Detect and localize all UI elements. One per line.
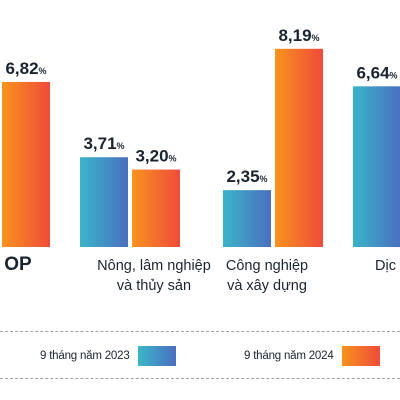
category-label-3: Dịc	[375, 258, 396, 274]
legend-item-2024: 9 tháng năm 2024	[244, 346, 380, 366]
bar-chart: 3,71% 2,35% 6,64% 6,82% 3,20% 8,19% OP Nông, l…	[2, 26, 400, 294]
value-label-2023-cat-3: 6,64%	[356, 63, 397, 82]
legend-item-2023: 9 tháng năm 2023	[40, 346, 176, 366]
legend-swatch-2024	[341, 346, 380, 366]
value-label-2024-cat-1: 3,20%	[135, 147, 176, 166]
legend-label-2023: 9 tháng năm 2023	[40, 350, 130, 362]
value-label-2023-cat-1: 3,71%	[83, 134, 124, 153]
legend: 9 tháng năm 2023 9 tháng năm 2024	[0, 331, 400, 379]
legend-label-2024: 9 tháng năm 2024	[244, 350, 334, 362]
category-label-1: Nông, lâm nghiệp và thủy sản	[97, 258, 211, 294]
value-label-2024-cat-2: 8,19%	[278, 26, 319, 45]
category-label-0: OP	[4, 254, 32, 275]
category-label-2: Công nghiệp và xây dựng	[226, 258, 308, 294]
bar-2023-cat-3	[353, 86, 400, 247]
bar-2024-cat-1	[132, 169, 180, 247]
bar-2023-cat-1	[80, 157, 128, 247]
bar-2024-cat-2	[275, 48, 323, 247]
bar-2023-cat-2	[223, 190, 271, 247]
bar-2024-cat-0	[2, 81, 50, 248]
value-label-2024-cat-0: 6,82%	[5, 59, 46, 78]
value-label-2023-cat-2: 2,35%	[226, 167, 267, 186]
legend-swatch-2023	[137, 346, 176, 366]
